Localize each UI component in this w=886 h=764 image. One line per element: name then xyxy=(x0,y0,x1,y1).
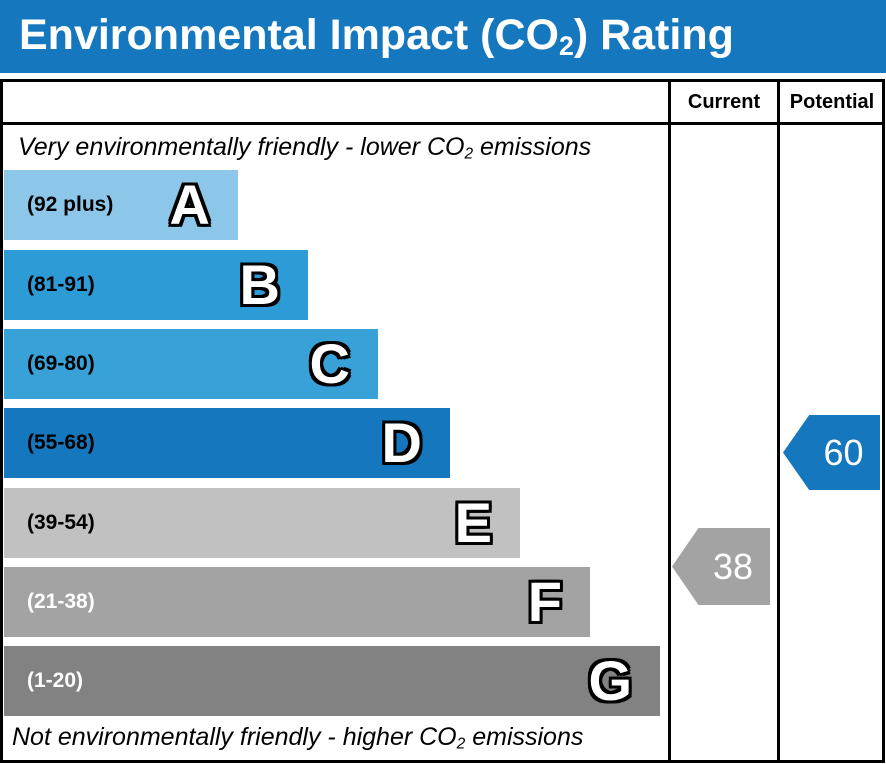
band-c-range-label: (69-80) xyxy=(27,352,95,375)
potential-column-header: Potential xyxy=(789,90,875,113)
band-e-range-label: (39-54) xyxy=(27,511,95,534)
rating-band-e: (39-54) E xyxy=(4,488,520,558)
current-column-divider xyxy=(668,79,671,763)
potential-column-divider xyxy=(777,79,780,763)
band-c-letter: C xyxy=(309,332,350,395)
bottom-note: Not environmentally friendly - higher CO… xyxy=(12,723,584,753)
page-title: Environmental Impact (CO2) Rating xyxy=(19,11,734,61)
band-a-range-label: (92 plus) xyxy=(27,193,114,216)
band-e-letter: E xyxy=(454,491,492,554)
current-column-header: Current xyxy=(687,90,761,113)
chart-table-border xyxy=(0,79,885,763)
top-note-co2-subscript: 2 xyxy=(464,145,474,163)
band-d-range-label: (55-68) xyxy=(27,431,95,454)
band-d-letter: D xyxy=(381,411,422,474)
potential-rating-arrow: 60 xyxy=(783,415,880,490)
rating-band-c: (69-80) C xyxy=(4,329,378,399)
rating-band-g: (1-20) G xyxy=(4,646,660,716)
rating-band-f: (21-38) F xyxy=(4,567,590,637)
title-bar: Environmental Impact (CO2) Rating xyxy=(0,0,886,73)
rating-band-a: (92 plus) A xyxy=(4,170,238,240)
potential-rating-value: 60 xyxy=(823,431,864,473)
band-g-letter: G xyxy=(588,649,632,712)
band-g-range-label: (1-20) xyxy=(27,669,84,692)
rating-band-b: (81-91) B xyxy=(4,250,308,320)
bottom-note-co2-subscript: 2 xyxy=(456,735,466,753)
band-b-letter: B xyxy=(239,253,280,316)
current-rating-value: 38 xyxy=(712,545,754,587)
top-note: Very environmentally friendly - lower CO… xyxy=(18,133,592,163)
title-co2-subscript: 2 xyxy=(558,30,574,61)
band-b-range-label: (81-91) xyxy=(27,273,95,296)
band-f-range-label: (21-38) xyxy=(27,590,95,613)
band-a-letter: A xyxy=(169,173,210,236)
band-f-letter: F xyxy=(527,570,562,633)
rating-band-d: (55-68) D xyxy=(4,408,450,478)
header-row-divider xyxy=(0,122,885,125)
